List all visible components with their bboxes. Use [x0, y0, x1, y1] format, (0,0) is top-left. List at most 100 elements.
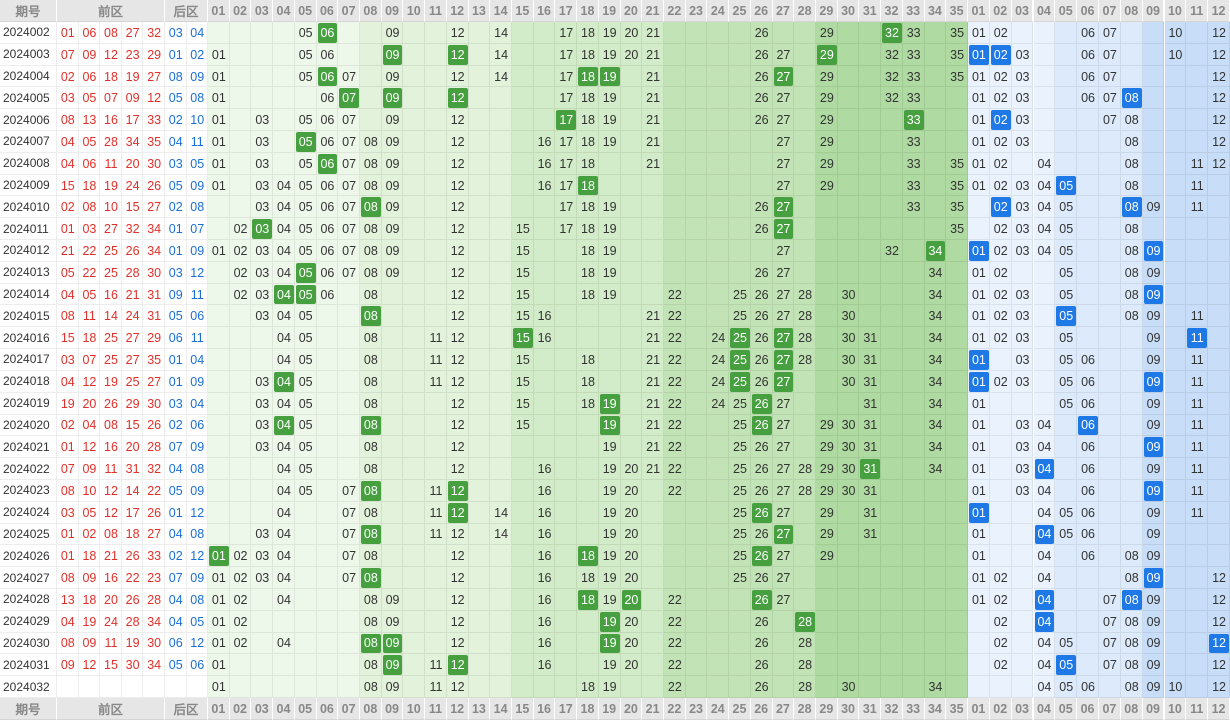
zone1-col-label: 31 [859, 698, 882, 720]
zone1-number: 04 [277, 222, 291, 237]
zone1-cell [685, 588, 708, 611]
zone1-cell [859, 305, 882, 328]
zone1-cell [251, 196, 274, 219]
zone2-number: 08 [1124, 134, 1139, 149]
zone1-number: 18 [581, 265, 595, 280]
zone1-cell [837, 240, 860, 262]
zone1-col-label: 18 [577, 0, 599, 22]
zone1-col-label: 07 [338, 0, 360, 22]
zone1-number: 03 [255, 243, 270, 258]
zone1-cell [555, 567, 578, 589]
zone1-number: 22 [667, 374, 682, 389]
front-number: 15 [125, 418, 140, 433]
zone1-col-label: 21 [642, 698, 664, 720]
zone1-cell [468, 501, 491, 524]
zone2-cell [1011, 392, 1034, 415]
zone2-cell [989, 501, 1012, 524]
zone2-cell [968, 196, 990, 219]
zone2-cell [1186, 43, 1209, 66]
zone1-cell [468, 240, 491, 262]
zone1-number: 05 [298, 113, 313, 128]
front-slot [100, 240, 122, 262]
zone1-cell [381, 567, 404, 589]
zone1-cell [403, 261, 426, 284]
zone1-cell [946, 43, 968, 66]
zone2-cell [1033, 370, 1056, 393]
zone2-col-label: 07 [1099, 698, 1121, 720]
zone1-cell [924, 65, 947, 88]
zone2-cell [1077, 218, 1099, 241]
zone2-number: 08 [1124, 222, 1139, 237]
front-number: 03 [60, 91, 75, 106]
zone1-cell [490, 458, 512, 480]
zone2-cell [1142, 22, 1165, 44]
zone1-cell [750, 240, 773, 262]
zone1-number: 05 [298, 178, 313, 193]
zone1-col-label: 28 [794, 0, 816, 22]
zone1-hit: 27 [773, 197, 794, 218]
front-number: 27 [147, 374, 162, 389]
front-number: 34 [147, 243, 162, 258]
zone2-col-label: 09 [1142, 0, 1165, 22]
zone1-cell [685, 43, 708, 66]
zone1-cell [598, 87, 621, 110]
zone1-number: 20 [624, 549, 639, 564]
back-number: 09 [190, 178, 205, 193]
zone1-number: 15 [515, 374, 530, 389]
zone1-number: 22 [667, 309, 682, 324]
zone1-cell [598, 174, 621, 197]
front-slot [100, 174, 122, 197]
zone1-cell [425, 414, 447, 437]
zone1-cell [208, 414, 230, 437]
zone2-cell [1011, 131, 1034, 153]
zone2-number: 05 [1059, 505, 1074, 520]
zone1-cell [294, 196, 317, 219]
zone1-number: 29 [819, 483, 834, 498]
zone1-number: 02 [233, 287, 248, 302]
zone1-number: 21 [646, 331, 661, 346]
zone1-number: 26 [754, 25, 769, 40]
zone2-cell [1011, 545, 1034, 568]
front-number: 19 [125, 636, 140, 651]
back-slot [165, 196, 187, 219]
zone1-cell [729, 676, 751, 698]
period: 2024029 [0, 610, 57, 633]
zone1-cell [946, 305, 968, 328]
zone2-number: 11 [1190, 505, 1204, 520]
front-number: 29 [147, 47, 162, 62]
zone1-cell [251, 22, 274, 44]
header-front: 前区 [57, 698, 165, 720]
zone1-cell [620, 152, 643, 175]
zone1-cell [555, 676, 578, 698]
zone2-number: 09 [1146, 549, 1161, 564]
zone1-number: 01 [211, 47, 226, 62]
zone1-cell [902, 567, 925, 589]
zone2-cell [1164, 523, 1187, 546]
zone1-cell [946, 261, 968, 284]
zone1-number: 31 [863, 505, 878, 520]
zone1-hit: 26 [751, 546, 772, 567]
zone1-cell [490, 196, 512, 219]
zone2-cell [968, 218, 990, 241]
zone1-cell [946, 436, 968, 459]
zone1-cell [707, 654, 730, 677]
zone1-cell [338, 414, 360, 437]
front-slot [78, 65, 101, 88]
zone1-cell [642, 545, 664, 568]
zone1-cell [381, 196, 404, 219]
zone1-cell [902, 392, 925, 415]
zone2-number: 03 [1015, 440, 1030, 455]
zone1-cell [707, 152, 730, 175]
zone1-number: 33 [906, 134, 921, 149]
zone1-number: 20 [624, 505, 639, 520]
zone1-col-label: 15 [512, 698, 534, 720]
zone1-cell [403, 523, 426, 546]
zone1-cell [533, 218, 556, 241]
zone1-number: 22 [667, 636, 682, 651]
zone1-cell [837, 501, 860, 524]
zone2-cell [1077, 87, 1099, 110]
period: 2024017 [0, 349, 57, 371]
zone1-cell [946, 523, 968, 546]
zone2-cell [1164, 43, 1187, 66]
back-number: 02 [168, 418, 183, 433]
